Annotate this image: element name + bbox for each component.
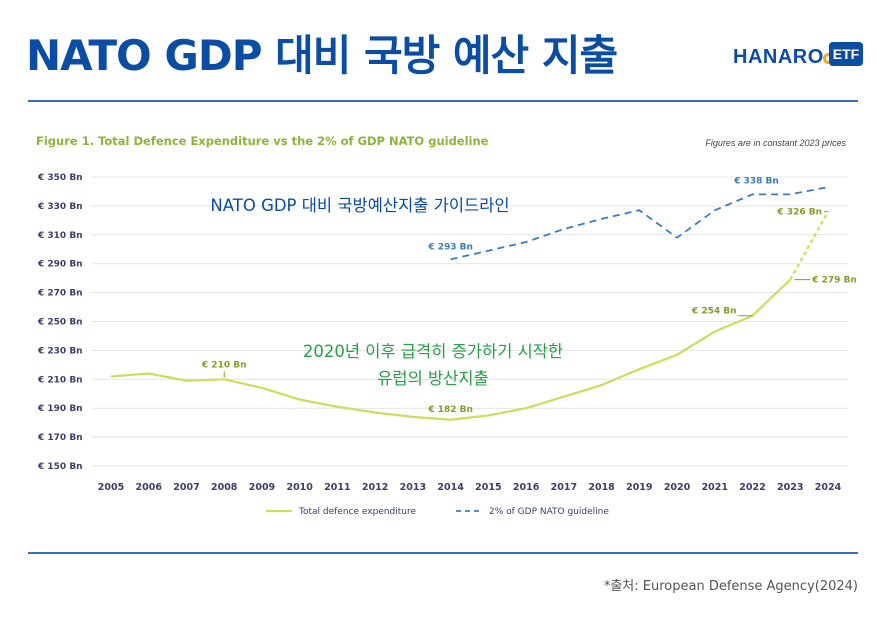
- x-tick-label: 2022: [739, 482, 765, 493]
- footer-divider: [28, 552, 858, 554]
- data-label: € 279 Bn: [811, 276, 857, 286]
- x-tick-label: 2023: [777, 482, 803, 493]
- hanaro-etf-logo: HANARO ETF: [733, 42, 863, 76]
- data-label: € 293 Bn: [427, 242, 473, 252]
- x-tick-label: 2007: [173, 482, 199, 493]
- x-tick-label: 2012: [362, 482, 388, 493]
- x-tick-label: 2020: [664, 482, 691, 493]
- guideline-annotation: NATO GDP 대비 국방예산지출 가이드라인: [210, 196, 509, 215]
- page-title: NATO GDP 대비 국방 예산 지출: [26, 31, 618, 80]
- data-label: € 210 Bn: [201, 360, 247, 370]
- source-note: *출처: European Defense Agency(2024): [603, 579, 858, 594]
- x-tick-label: 2021: [702, 482, 728, 493]
- x-tick-label: 2019: [626, 482, 652, 493]
- y-tick-label: € 330 Bn: [37, 202, 83, 212]
- x-tick-label: 2017: [551, 482, 577, 493]
- data-label: € 338 Bn: [733, 176, 779, 186]
- data-label: € 254 Bn: [691, 307, 737, 317]
- y-tick-label: € 170 Bn: [37, 433, 83, 443]
- y-tick-label: € 210 Bn: [37, 375, 83, 385]
- y-tick-label: € 290 Bn: [37, 260, 83, 270]
- expenditure-annotation-line-1: 2020년 이후 급격히 증가하기 시작한: [303, 342, 563, 361]
- y-tick-label: € 190 Bn: [37, 404, 83, 414]
- x-tick-label: 2015: [475, 482, 501, 493]
- legend-label-expenditure: Total defence expenditure: [298, 507, 416, 517]
- x-tick-label: 2018: [588, 482, 615, 493]
- x-tick-label: 2008: [211, 482, 238, 493]
- expenditure-projected-line: [789, 211, 829, 281]
- y-tick-label: € 150 Bn: [37, 462, 83, 472]
- chart-subtitle: Figures are in constant 2023 prices: [705, 138, 846, 148]
- logo-text: HANARO: [733, 46, 824, 68]
- y-tick-label: € 250 Bn: [37, 318, 83, 328]
- expenditure-line: [110, 278, 792, 421]
- y-tick-label: € 270 Bn: [37, 289, 83, 299]
- logo-badge: ETF: [829, 42, 863, 66]
- y-tick-label: € 230 Bn: [37, 346, 83, 356]
- x-tick-label: 2024: [815, 482, 842, 493]
- x-tick-label: 2013: [400, 482, 426, 493]
- guideline-line: [450, 186, 829, 261]
- x-tick-label: 2006: [136, 482, 163, 493]
- data-label: € 182 Bn: [427, 405, 473, 415]
- y-tick-label: € 310 Bn: [37, 231, 83, 241]
- header-divider: [28, 100, 858, 102]
- data-label: € 326 Bn: [776, 208, 822, 218]
- y-tick-label: € 350 Bn: [37, 173, 83, 183]
- x-tick-label: 2005: [98, 482, 124, 493]
- expenditure-annotation-line-2: 유럽의 방산지출: [377, 369, 489, 388]
- x-tick-label: 2016: [513, 482, 540, 493]
- x-tick-label: 2010: [286, 482, 313, 493]
- x-tick-label: 2011: [324, 482, 350, 493]
- legend-label-guideline: 2% of GDP NATO guideline: [489, 507, 609, 517]
- x-tick-label: 2009: [249, 482, 275, 493]
- chart-title: Figure 1. Total Defence Expenditure vs t…: [36, 134, 489, 148]
- x-tick-label: 2014: [437, 482, 464, 493]
